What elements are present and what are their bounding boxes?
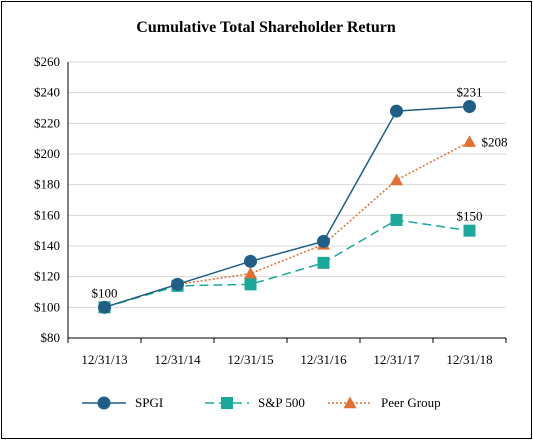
series-line-peer-group	[104, 141, 470, 309]
legend-marker	[221, 397, 233, 409]
x-tick-label: 12/31/15	[227, 352, 273, 367]
data-label: $208	[482, 135, 508, 150]
legend: SPGI S&P 500 Peer Group	[82, 395, 441, 410]
legend-label: S&P 500	[258, 395, 305, 410]
legend-marker	[343, 396, 357, 409]
data-point-spgi	[244, 254, 257, 268]
chart-title: Cumulative Total Shareholder Return	[136, 19, 396, 36]
y-tick-label: $240	[34, 85, 60, 100]
grid-lines	[68, 61, 506, 308]
data-point-s-p-500	[390, 213, 403, 226]
y-tick-label: $200	[34, 146, 60, 161]
legend-item-spgi: SPGI	[82, 395, 163, 410]
data-point-s-p-500	[317, 256, 330, 269]
data-label: $150	[457, 209, 483, 224]
x-tick-label: 12/31/18	[446, 352, 492, 367]
legend-marker	[97, 396, 111, 410]
data-point-spgi	[463, 99, 476, 113]
legend-label: Peer Group	[381, 395, 441, 410]
data-point-s-p-500	[244, 278, 257, 291]
y-tick-label: $160	[34, 207, 60, 222]
data-label: $100	[92, 285, 118, 300]
legend-item-peer-group: Peer Group	[328, 395, 441, 410]
data-point-spgi	[317, 234, 330, 248]
x-tick-label: 12/31/17	[373, 352, 420, 367]
series-peer-group	[98, 135, 476, 313]
y-tick-label: $180	[34, 177, 60, 192]
data-point-spgi	[98, 300, 111, 314]
data-point-peer-group	[390, 173, 403, 186]
legend-label: SPGI	[135, 395, 163, 410]
series-line-s-p-500	[104, 219, 470, 309]
series-lines	[98, 99, 476, 314]
y-tick-label: $80	[41, 330, 61, 345]
y-tick-label: $120	[34, 269, 60, 284]
data-annotations: $100 $231 $208 $150	[92, 84, 508, 300]
data-point-spgi	[171, 277, 184, 291]
legend-item-s-p-500: S&P 500	[205, 395, 305, 410]
x-tick-label: 12/31/16	[300, 352, 347, 367]
series-spgi	[98, 99, 476, 314]
x-tick-label: 12/31/14	[154, 352, 201, 367]
y-tick-label: $260	[34, 54, 60, 69]
y-tick-label: $220	[34, 115, 60, 130]
y-tick-label: $100	[34, 299, 60, 314]
data-point-peer-group	[244, 267, 257, 279]
series-line-spgi	[104, 105, 470, 309]
data-point-spgi	[390, 104, 403, 118]
data-point-peer-group	[463, 135, 476, 147]
data-label: $231	[457, 84, 483, 99]
axes: $80 $100 $120 $140 $160 $180 $200 $220 $240 $260 1…	[34, 54, 507, 367]
series-s-p-500	[98, 213, 476, 314]
x-tick-label: 12/31/13	[81, 352, 127, 367]
y-tick-label: $140	[34, 238, 60, 253]
data-point-s-p-500	[463, 224, 476, 237]
